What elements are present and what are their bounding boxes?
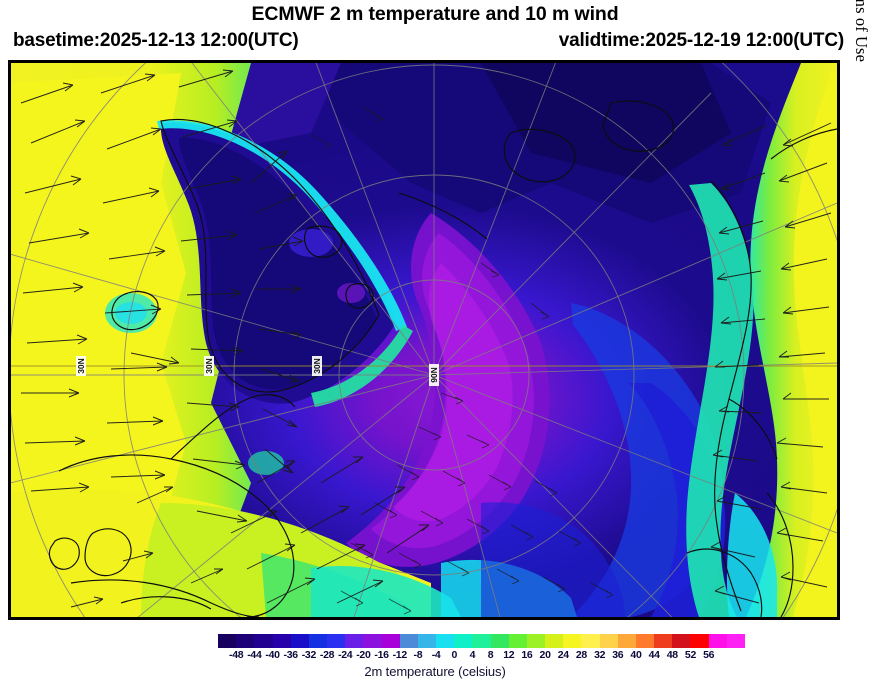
validtime-label: validtime:2025-12-19 12:00(UTC) [558, 30, 844, 51]
colorbar-tick: 4 [469, 649, 476, 661]
colorbar-tick: -8 [413, 649, 423, 661]
colorbar-swatch [272, 634, 291, 648]
colorbar-tick: 48 [666, 649, 678, 661]
colorbar-swatch [236, 634, 255, 648]
colorbar-tick: 28 [575, 649, 587, 661]
colorbar-tick: 20 [539, 649, 551, 661]
colorbar-swatch [563, 634, 582, 648]
colorbar-swatch [508, 634, 527, 648]
colorbar-swatch [308, 634, 328, 648]
colorbar-swatch [381, 634, 400, 648]
colorbar-swatch [345, 634, 364, 648]
colorbar-legend: -48 -44 -40 -36 -32 -28 -24 -20 -16 -12 -8 -4 0 4 8 12 1… [0, 628, 870, 680]
page-title: ECMWF 2 m temperature and 10 m wind [251, 3, 619, 25]
colorbar-tick: 36 [612, 649, 624, 661]
copyright-notice: ©2023 ECMWF Licence: CC BY 4.0 and ECMWF… [851, 0, 870, 62]
colorbar-tick: 56 [703, 649, 715, 661]
colorbar-swatch [654, 634, 673, 648]
colorbar-tick: -40 [265, 649, 280, 661]
colorbar-swatches[interactable] [218, 634, 745, 648]
colorbar-swatch [690, 634, 709, 648]
colorbar-tick: 40 [630, 649, 642, 661]
colorbar-swatch [526, 634, 546, 648]
colorbar-tick: -44 [247, 649, 262, 661]
colorbar-tick: 24 [557, 649, 569, 661]
colorbar-tick: -16 [374, 649, 389, 661]
colorbar-swatch [472, 634, 491, 648]
colorbar-swatch [454, 634, 473, 648]
colorbar-swatch [399, 634, 418, 648]
colorbar-tick: -28 [319, 649, 335, 661]
colorbar-swatch [363, 634, 382, 648]
chart-header: ECMWF 2 m temperature and 10 m wind base… [0, 0, 870, 58]
colorbar-swatch [254, 634, 273, 648]
colorbar-swatch [726, 634, 745, 648]
colorbar-tick: -36 [283, 649, 299, 661]
colorbar-tick: -48 [229, 649, 244, 661]
colorbar-tick: -20 [356, 649, 371, 661]
lat-label-3: 30N [312, 358, 322, 374]
colorbar-swatch [436, 634, 455, 648]
colorbar-tick: 16 [521, 649, 533, 661]
pole-label: 90N [429, 367, 439, 383]
colorbar-swatch [708, 634, 727, 648]
colorbar-swatch [218, 634, 237, 648]
colorbar-tick: 52 [684, 649, 697, 661]
colorbar-tick: 0 [451, 649, 457, 661]
colorbar-tick: -32 [301, 649, 317, 661]
colorbar-swatch [545, 634, 564, 648]
basetime-label: basetime:2025-12-13 12:00(UTC) [13, 30, 299, 51]
colorbar-swatch [327, 634, 346, 648]
colorbar-swatch [617, 634, 636, 648]
colorbar-tick: 32 [594, 649, 606, 661]
colorbar-tick: 44 [648, 649, 660, 661]
colorbar-tick: -12 [392, 649, 408, 661]
colorbar-swatch [581, 634, 600, 648]
colorbar-swatch [417, 634, 437, 648]
colorbar-tick: -24 [338, 649, 353, 661]
lat-label-2: 30N [204, 358, 214, 374]
colorbar-axis-label: 2m temperature (celsius) [364, 664, 506, 679]
map-panel[interactable]: 30N 30N 30N 90N [8, 60, 840, 620]
colorbar-swatch [635, 634, 655, 648]
colorbar-swatch [290, 634, 309, 648]
colorbar-tick-labels: -48 -44 -40 -36 -32 -28 -24 -20 -16 -12 -8 -4 0 4 8 12 1… [218, 649, 745, 663]
colorbar-swatch [490, 634, 509, 648]
lat-label-1: 30N [76, 358, 86, 374]
colorbar-swatch [599, 634, 618, 648]
colorbar-swatch [672, 634, 691, 648]
colorbar-tick: -4 [431, 649, 441, 661]
colorbar-tick: 8 [487, 649, 494, 661]
temperature-wind-map: 30N 30N 30N 90N [11, 63, 837, 617]
colorbar-tick: 12 [503, 649, 515, 661]
